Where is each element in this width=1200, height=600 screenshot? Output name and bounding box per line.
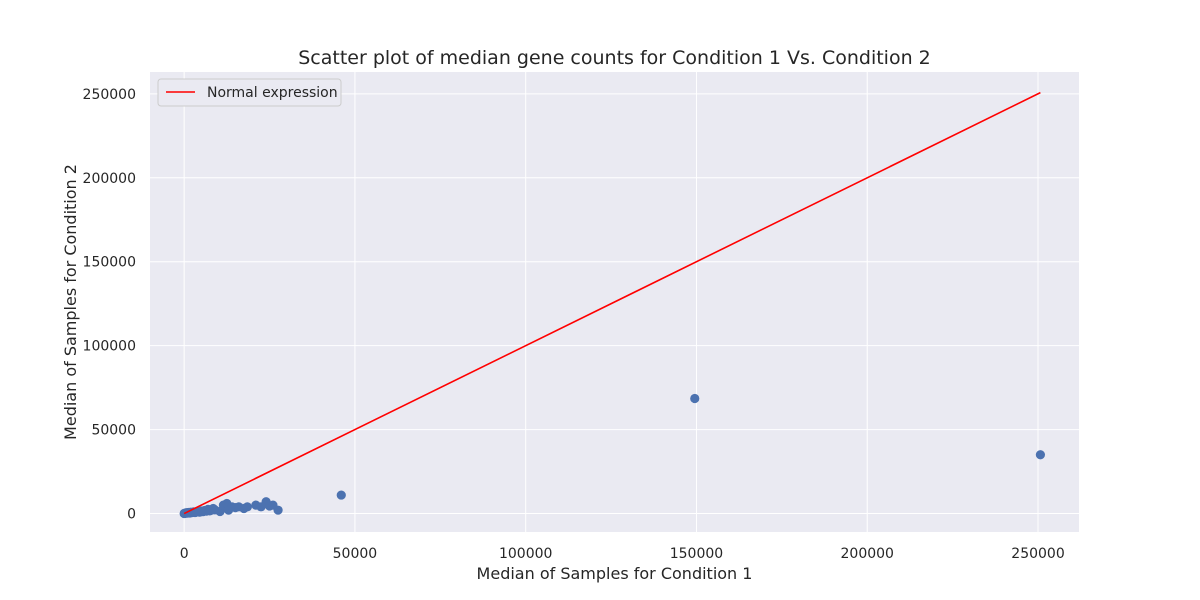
x-tick-label: 50000 [333,546,378,562]
y-tick-label: 200000 [83,171,136,187]
data-point [690,393,700,404]
legend-label: Normal expression [207,85,338,101]
y-tick-label: 100000 [83,339,136,355]
data-point [242,502,252,512]
x-tick-label: 0 [180,546,189,562]
data-point [273,505,283,515]
tick-labels: 0 50000 100000 150000 200000 250000 0 50000 1000… [83,87,1065,562]
legend-box [157,78,342,107]
grid [150,72,1079,532]
y-axis-label: Median of Samples for Condition 2 [61,164,80,440]
normal-expression-line [183,91,1041,515]
x-tick-label: 200000 [841,546,894,562]
series-layer [179,91,1046,519]
chart-title: Scatter plot of median gene counts for C… [298,47,931,69]
x-tick-label: 100000 [499,546,552,562]
x-tick-label: 150000 [670,546,723,562]
data-point [336,490,346,500]
x-tick-label: 250000 [1011,546,1064,562]
legend: Normal expression [157,78,342,107]
y-tick-label: 50000 [91,423,136,439]
y-tick-label: 0 [127,507,136,523]
y-tick-label: 150000 [83,255,136,271]
y-tick-label: 250000 [83,87,136,103]
x-axis-label: Median of Samples for Condition 1 [477,564,753,583]
data-point [1035,450,1046,460]
